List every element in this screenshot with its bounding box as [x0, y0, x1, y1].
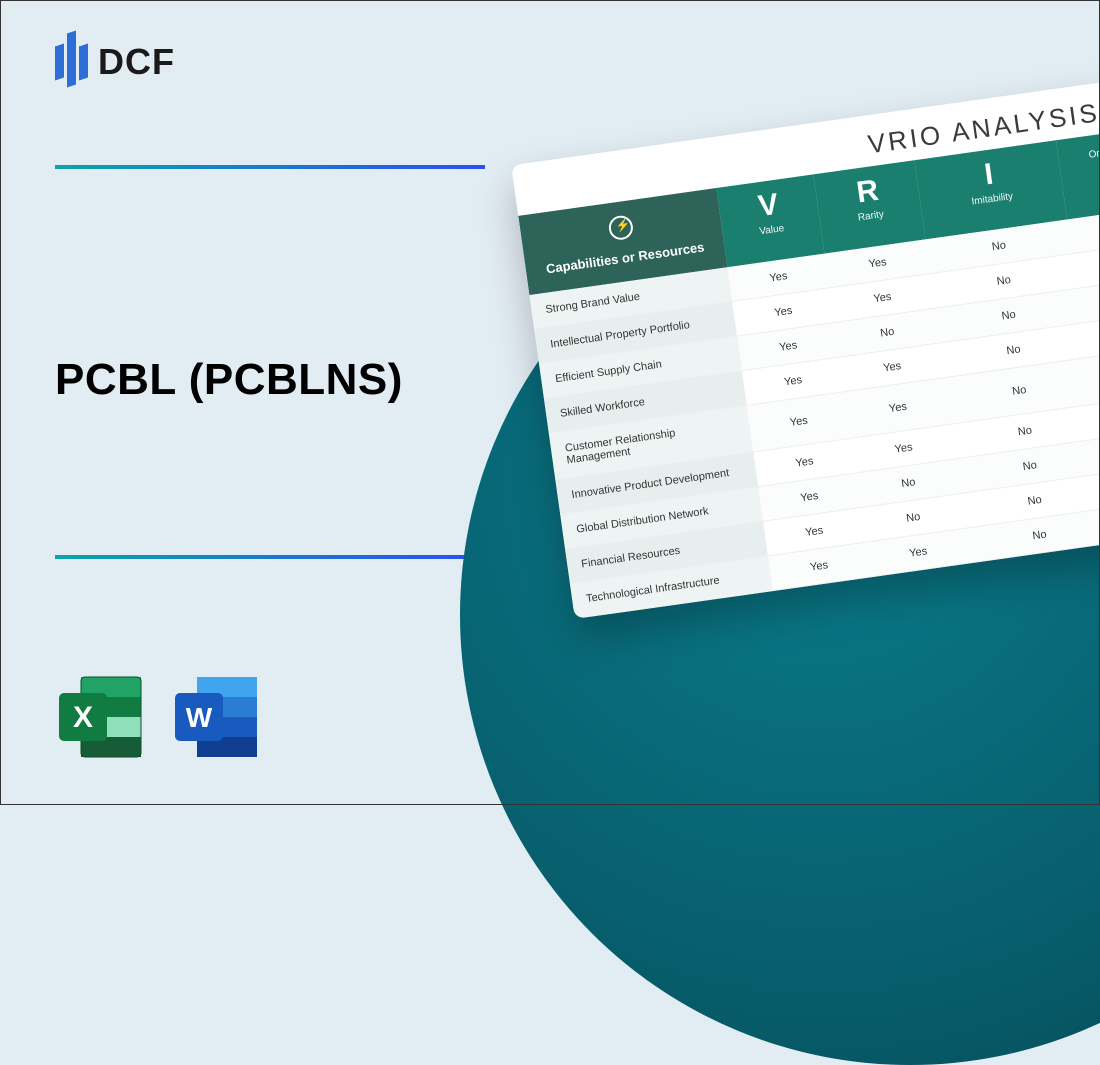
page-title: PCBL (PCBLNS) — [55, 355, 403, 405]
divider-bottom — [55, 555, 485, 559]
dcf-logo: DCF — [55, 38, 175, 86]
excel-icon: X — [55, 671, 147, 763]
vrio-card: VRIO ANALYSIS Capabilities or Resources … — [511, 79, 1100, 619]
bulb-icon — [607, 214, 634, 241]
svg-text:W: W — [186, 702, 213, 733]
vrio-table: Capabilities or Resources V Value R Rari… — [518, 130, 1100, 619]
word-icon: W — [171, 671, 263, 763]
svg-text:X: X — [73, 701, 93, 734]
logo-text: DCF — [98, 41, 175, 83]
divider-top — [55, 165, 485, 169]
vrio-header-r: R Rarity — [814, 160, 926, 253]
logo-bars-icon — [55, 38, 88, 86]
vrio-header-v: V Value — [716, 174, 825, 267]
file-icons-row: X W — [55, 671, 263, 763]
